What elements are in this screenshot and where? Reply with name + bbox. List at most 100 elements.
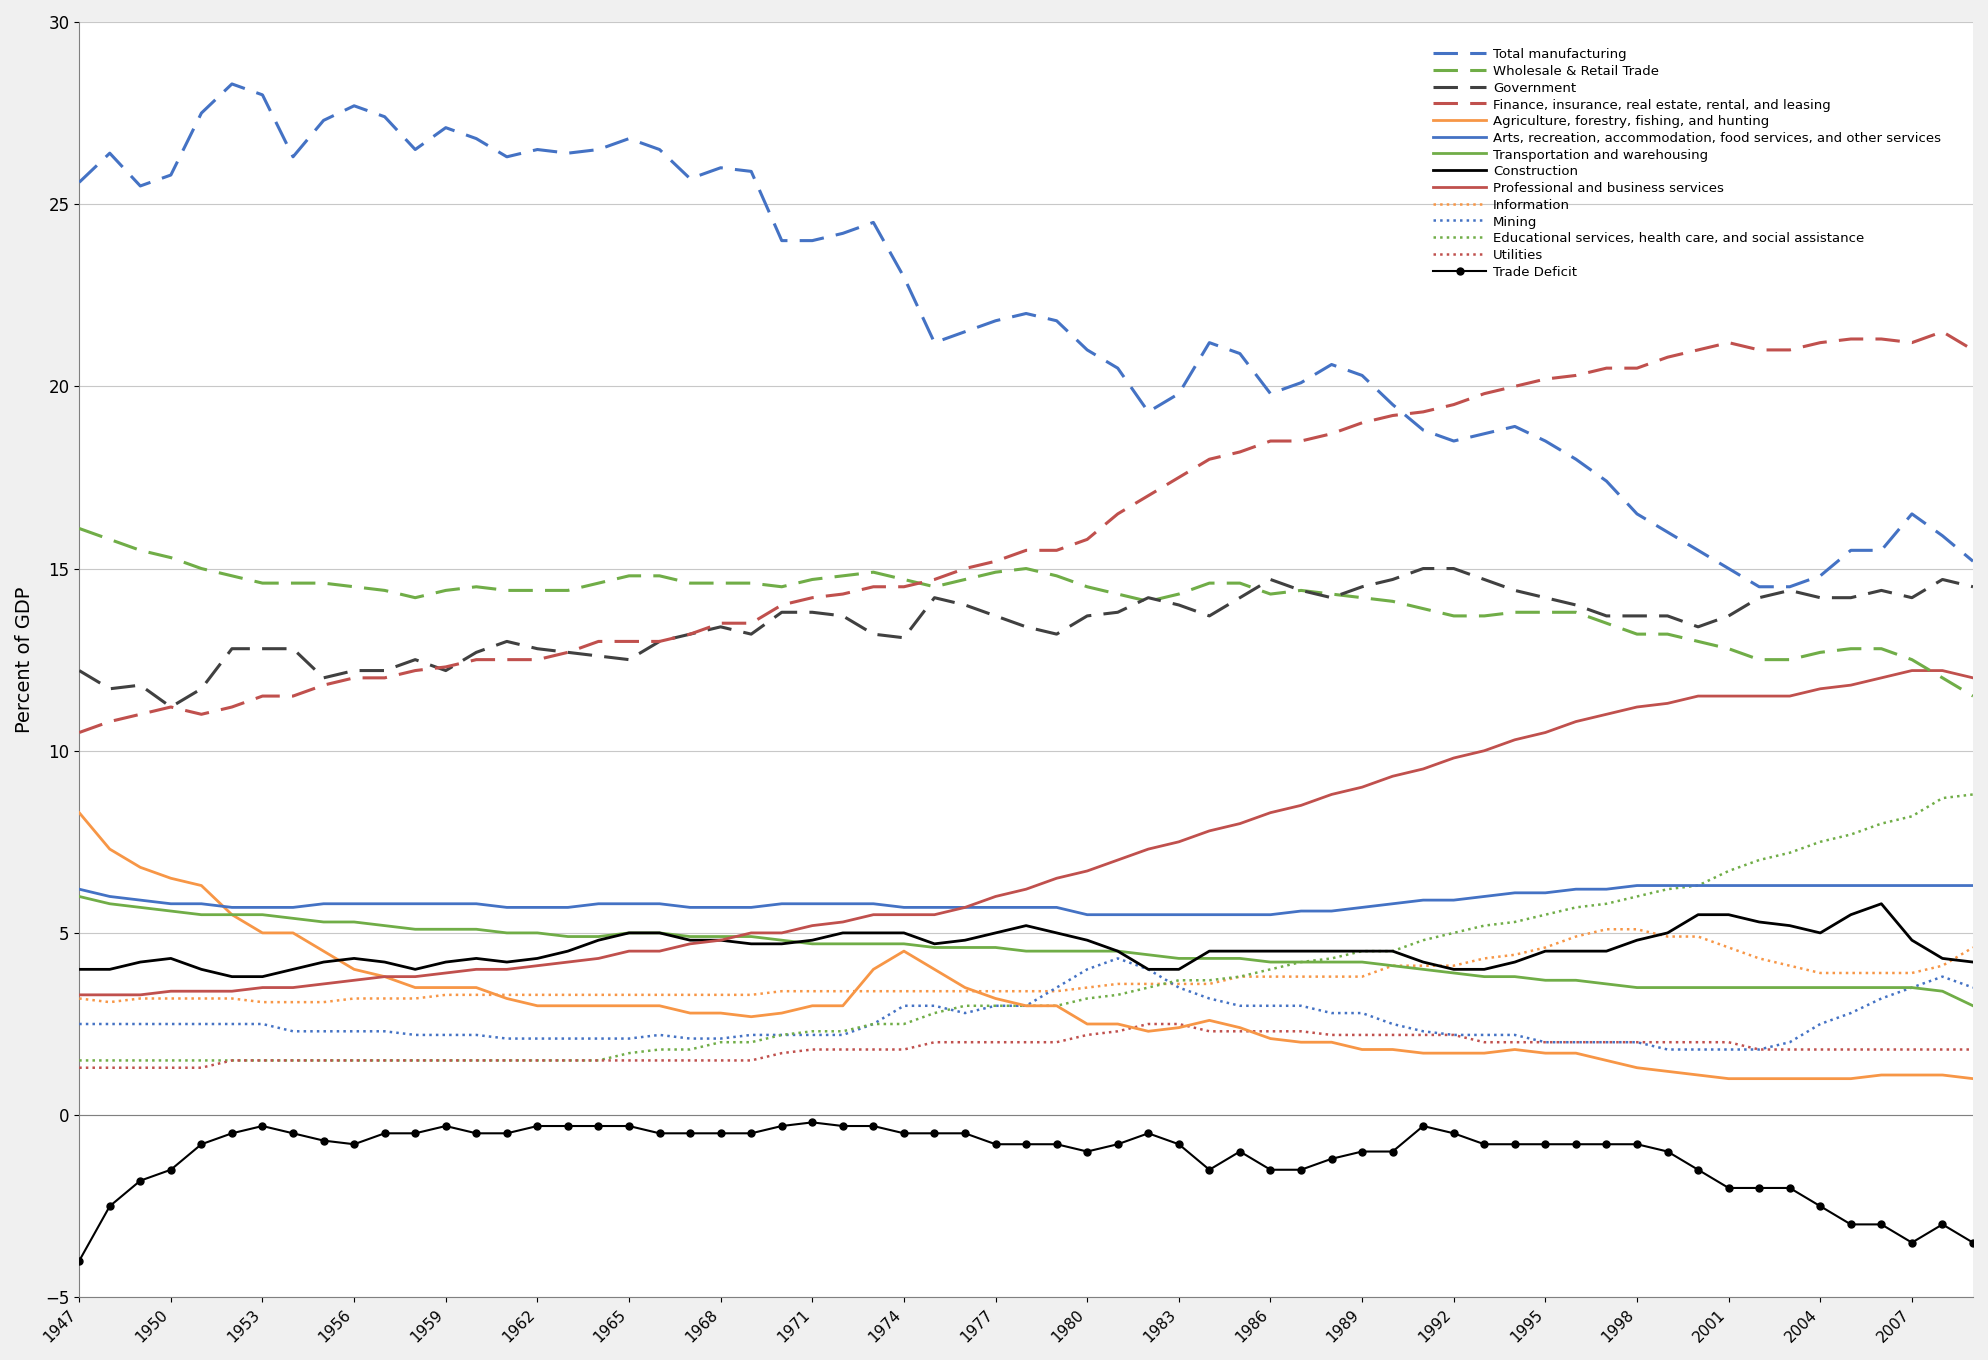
Construction: [1930, 951, 1954, 967]
Construction: [68, 962, 91, 978]
Finance, insurance, real estate, rental, and leasing: [1014, 543, 1038, 559]
Professional and business services: [648, 942, 672, 959]
Information: [68, 990, 91, 1006]
Finance, insurance, real estate, rental, and leasing: [952, 560, 976, 577]
Government: [1046, 626, 1070, 642]
Information: [984, 983, 1008, 1000]
Line: Arts, recreation, accommodation, food services, and other services: Arts, recreation, accommodation, food se…: [80, 885, 1972, 915]
Transportation and warehousing: [952, 940, 976, 956]
Mining: [1656, 1042, 1680, 1058]
Educational services, health care, and social assistance: [68, 1053, 91, 1069]
Construction: [1046, 925, 1070, 941]
Government: [616, 651, 640, 668]
Educational services, health care, and social assistance: [586, 1053, 610, 1069]
Y-axis label: Percent of GDP: Percent of GDP: [16, 586, 34, 733]
Trade Deficit: [586, 1118, 610, 1134]
Trade Deficit: [1046, 1136, 1070, 1152]
Total manufacturing: [1411, 422, 1435, 438]
Line: Educational services, health care, and social assistance: Educational services, health care, and s…: [80, 794, 1972, 1061]
Agriculture, forestry, fishing, and hunting: [648, 998, 672, 1015]
Transportation and warehousing: [648, 925, 672, 941]
Transportation and warehousing: [1960, 998, 1984, 1015]
Finance, insurance, real estate, rental, and leasing: [1960, 341, 1984, 358]
Wholesale & Retail Trade: [68, 521, 91, 537]
Total manufacturing: [221, 76, 245, 92]
Wholesale & Retail Trade: [1930, 669, 1954, 685]
Educational services, health care, and social assistance: [1960, 786, 1984, 802]
Utilities: [952, 1034, 976, 1050]
Arts, recreation, accommodation, food services, and other services: [648, 896, 672, 913]
Mining: [586, 1031, 610, 1047]
Professional and business services: [1901, 662, 1924, 679]
Trade Deficit: [1930, 1216, 1954, 1232]
Line: Utilities: Utilities: [80, 1024, 1972, 1068]
Finance, insurance, real estate, rental, and leasing: [1382, 408, 1406, 424]
Government: [1930, 571, 1954, 588]
Construction: [678, 932, 702, 948]
Trade Deficit: [1411, 1118, 1435, 1134]
Utilities: [1137, 1016, 1161, 1032]
Trade Deficit: [801, 1114, 825, 1130]
Line: Government: Government: [80, 568, 1972, 707]
Line: Construction: Construction: [80, 904, 1972, 976]
Government: [159, 699, 183, 715]
Agriculture, forestry, fishing, and hunting: [952, 979, 976, 996]
Total manufacturing: [1960, 554, 1984, 570]
Finance, insurance, real estate, rental, and leasing: [1930, 324, 1954, 340]
Total manufacturing: [1747, 578, 1771, 594]
Utilities: [68, 1059, 91, 1076]
Government: [1411, 560, 1435, 577]
Utilities: [1960, 1042, 1984, 1058]
Mining: [1960, 979, 1984, 996]
Line: Information: Information: [80, 929, 1972, 1002]
Agriculture, forestry, fishing, and hunting: [68, 805, 91, 821]
Information: [678, 987, 702, 1004]
Arts, recreation, accommodation, food services, and other services: [1014, 899, 1038, 915]
Construction: [1411, 953, 1435, 970]
Agriculture, forestry, fishing, and hunting: [586, 998, 610, 1015]
Total manufacturing: [616, 131, 640, 147]
Total manufacturing: [984, 313, 1008, 329]
Arts, recreation, accommodation, food services, and other services: [1076, 907, 1099, 923]
Line: Wholesale & Retail Trade: Wholesale & Retail Trade: [80, 529, 1972, 696]
Information: [1960, 940, 1984, 956]
Arts, recreation, accommodation, food services, and other services: [586, 896, 610, 913]
Transportation and warehousing: [1014, 942, 1038, 959]
Total manufacturing: [1930, 528, 1954, 544]
Mining: [1014, 998, 1038, 1015]
Total manufacturing: [68, 174, 91, 190]
Wholesale & Retail Trade: [586, 575, 610, 592]
Construction: [616, 925, 640, 941]
Professional and business services: [1014, 881, 1038, 898]
Educational services, health care, and social assistance: [1382, 942, 1406, 959]
Government: [984, 608, 1008, 624]
Transportation and warehousing: [68, 888, 91, 904]
Utilities: [586, 1053, 610, 1069]
Transportation and warehousing: [1382, 957, 1406, 974]
Information: [1594, 921, 1618, 937]
Arts, recreation, accommodation, food services, and other services: [952, 899, 976, 915]
Transportation and warehousing: [1930, 983, 1954, 1000]
Finance, insurance, real estate, rental, and leasing: [586, 634, 610, 650]
Transportation and warehousing: [586, 929, 610, 945]
Arts, recreation, accommodation, food services, and other services: [1930, 877, 1954, 894]
Wholesale & Retail Trade: [1014, 560, 1038, 577]
Educational services, health care, and social assistance: [1014, 998, 1038, 1015]
Mining: [68, 1016, 91, 1032]
Trade Deficit: [648, 1125, 672, 1141]
Professional and business services: [586, 951, 610, 967]
Professional and business services: [68, 987, 91, 1004]
Government: [1441, 560, 1465, 577]
Agriculture, forestry, fishing, and hunting: [1382, 1042, 1406, 1058]
Agriculture, forestry, fishing, and hunting: [1014, 998, 1038, 1015]
Construction: [984, 925, 1008, 941]
Mining: [1411, 1023, 1435, 1039]
Utilities: [648, 1053, 672, 1069]
Mining: [1930, 968, 1954, 985]
Information: [1046, 983, 1070, 1000]
Information: [1411, 957, 1435, 974]
Information: [97, 994, 121, 1010]
Wholesale & Retail Trade: [1960, 688, 1984, 704]
Wholesale & Retail Trade: [952, 571, 976, 588]
Wholesale & Retail Trade: [648, 567, 672, 583]
